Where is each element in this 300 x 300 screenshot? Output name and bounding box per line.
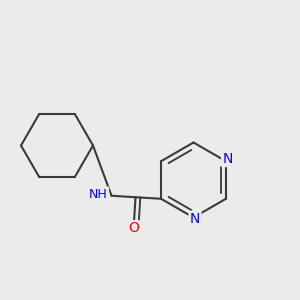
Text: NH: NH [89, 188, 108, 201]
Text: O: O [129, 221, 140, 236]
Text: N: N [190, 212, 200, 226]
Text: N: N [222, 152, 233, 166]
